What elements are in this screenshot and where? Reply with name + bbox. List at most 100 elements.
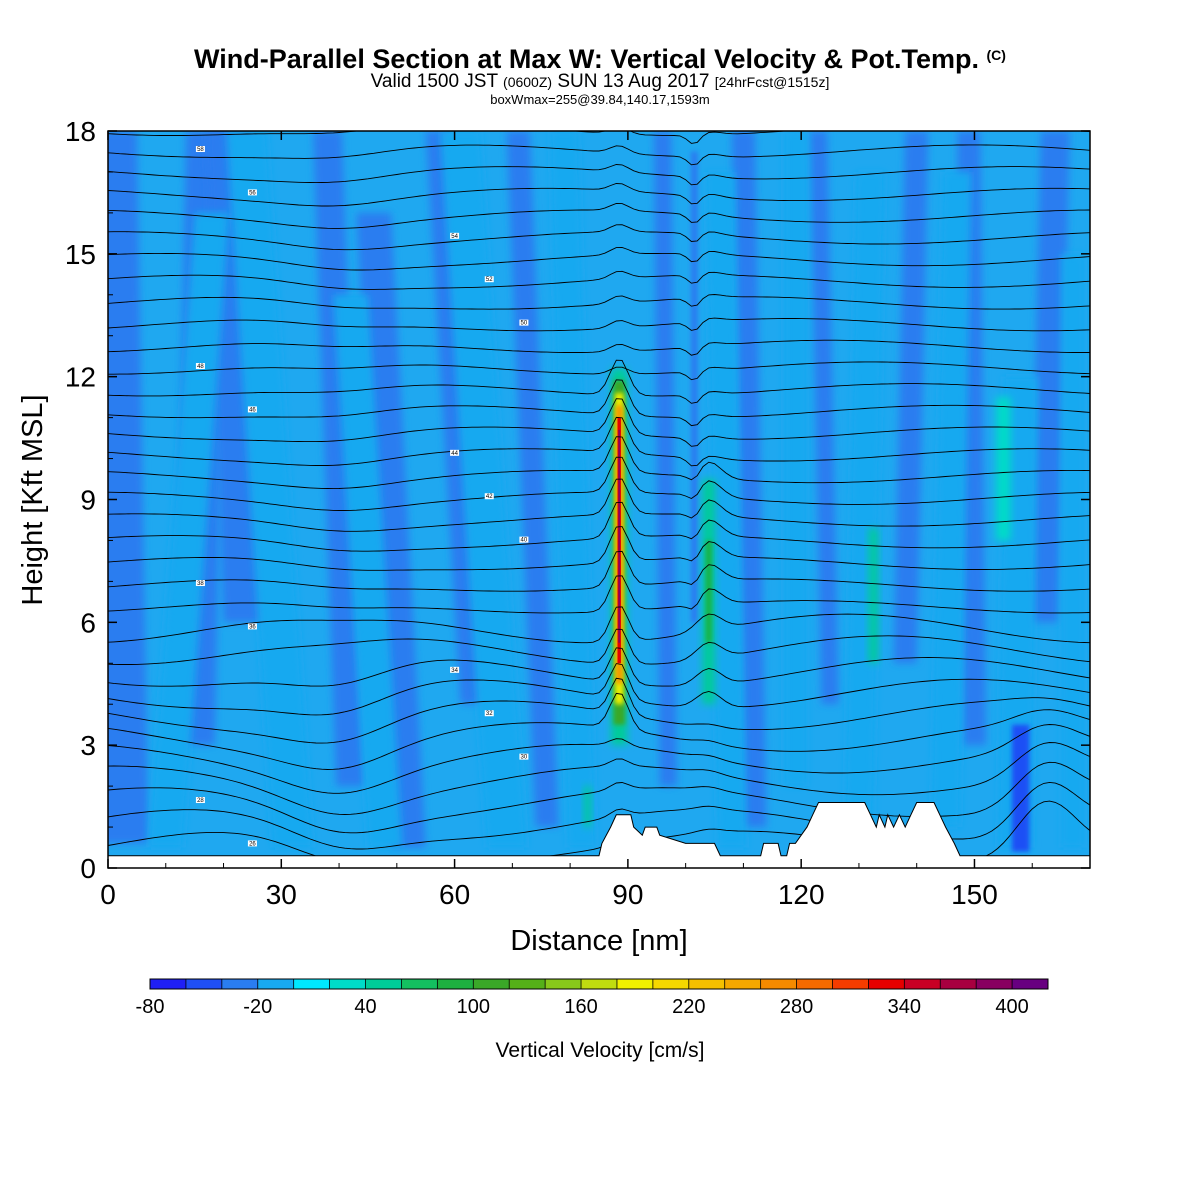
downdraft-band	[653, 131, 677, 787]
terrain-profile	[108, 802, 1090, 868]
terrain	[108, 802, 1090, 868]
isentrope-label: 54	[451, 234, 458, 240]
plot-area: 26 28 30 32 34 36 38 40 42 44 46 48 50 52 54 56 58	[108, 131, 1090, 868]
isentrope-label-bg	[450, 666, 460, 673]
isentrope-line	[108, 379, 1090, 427]
colorbar: -80 -20 40 100 160 220 280 340 400	[136, 978, 1049, 1018]
isentrope-line	[108, 144, 1090, 166]
isentrope-label-bg	[195, 797, 205, 804]
colorbar-swatch	[976, 979, 1013, 989]
isentrope-label-bg	[247, 406, 257, 413]
isentrope-label: 52	[486, 277, 493, 283]
isentrope-line	[108, 742, 1090, 815]
updraft-region	[868, 528, 879, 664]
secondary-updraft-core	[705, 540, 712, 643]
x-axis-label: Distance [nm]	[510, 925, 687, 957]
isentrope-label: 50	[521, 321, 528, 327]
isentrope-line	[108, 724, 1090, 794]
isentrope-line	[108, 677, 1090, 744]
isentrope-label-bg	[484, 276, 494, 283]
isentrope-label: 40	[521, 538, 528, 544]
isentrope-label: 36	[249, 624, 256, 630]
x-tick-label: 0	[100, 879, 116, 910]
colorbar-tick-label: 100	[457, 996, 490, 1018]
isentrope-label-bg	[519, 753, 529, 760]
colorbar-tick-label: -80	[136, 996, 165, 1018]
isentrope-line	[108, 339, 1090, 356]
y-tick-label: 3	[80, 730, 96, 761]
downdraft-column	[690, 151, 698, 623]
colorbar-swatch	[329, 979, 366, 989]
isentrope-label: 46	[249, 407, 256, 413]
colorbar-swatch	[796, 979, 833, 989]
isentrope-line	[108, 606, 1090, 644]
isentrope-line	[108, 436, 1090, 490]
weak-updraft-band	[440, 131, 527, 848]
isentrope-line	[108, 294, 1090, 310]
isentrope-label: 28	[197, 798, 204, 804]
velocity-shading	[108, 131, 1085, 852]
downdraft-band	[506, 131, 559, 828]
isentrope-line	[108, 270, 1090, 290]
colorbar-swatch	[1012, 979, 1049, 989]
colorbar-tick-label: 40	[354, 996, 376, 1018]
isentrope-label-bg	[247, 840, 257, 847]
y-tick-label: 18	[65, 116, 96, 147]
colorbar-swatch	[221, 979, 259, 989]
isentrope-line	[108, 202, 1090, 229]
isentrope-label-bg	[195, 146, 205, 153]
chart-box-info: boxWmax=255@39.84,140.17,1593m	[490, 92, 710, 107]
weak-updraft-band	[226, 131, 314, 848]
colorbar-swatch	[365, 979, 402, 989]
colorbar-tick-label: -20	[243, 996, 272, 1018]
colorbar-swatch	[293, 979, 330, 989]
isentrope-line	[108, 647, 1090, 687]
updraft-region	[583, 786, 591, 828]
isentrope-label: 58	[197, 147, 204, 153]
isentrope-line	[108, 628, 1090, 665]
weak-updraft-band	[1061, 253, 1085, 848]
colorbar-swatch	[437, 979, 474, 989]
isentrope-line	[108, 456, 1090, 511]
colorbar-swatch	[760, 979, 797, 989]
isentrope-label: 48	[197, 364, 204, 370]
colorbar-swatch	[257, 979, 295, 989]
isentrope-label-bg	[519, 319, 529, 326]
isentrope-line	[108, 131, 1090, 144]
colorbar-frame	[149, 978, 1049, 990]
y-tick-label: 0	[80, 853, 96, 884]
y-tick-label: 6	[80, 607, 96, 638]
downdraft-band	[809, 131, 839, 705]
colorbar-swatch	[724, 979, 762, 989]
colorbar-tick-label: 220	[672, 996, 705, 1018]
isentrope-label-bg	[247, 189, 257, 196]
colorbar-tick-label: 340	[888, 996, 921, 1018]
colorbar-tick-label: 400	[995, 996, 1028, 1018]
colorbar-title: Vertical Velocity [cm/s]	[496, 1039, 705, 1062]
isentrope-line	[108, 501, 1090, 552]
isentrope-line	[108, 359, 1090, 404]
isentrope-label-bg	[195, 580, 205, 587]
downdraft-band	[1029, 131, 1070, 623]
colorbar-swatch	[868, 979, 905, 989]
colorbar-swatch	[904, 979, 941, 989]
isentrope-line	[108, 663, 1090, 716]
colorbar-tick-label: 280	[780, 996, 813, 1018]
isentrope-line	[108, 183, 1090, 207]
isentrope-label-bg	[484, 710, 494, 717]
downdraft-band	[108, 131, 149, 844]
colorbar-swatch	[688, 979, 726, 989]
weak-updraft-band	[783, 131, 807, 787]
colorbar-swatch	[832, 979, 869, 989]
downdraft-column	[1012, 724, 1030, 852]
downdraft-band	[313, 131, 366, 787]
x-tick-label: 60	[439, 879, 470, 910]
colorbar-tick-label: 160	[564, 996, 597, 1018]
isentrope-label-bg	[450, 232, 460, 239]
isentrope-line	[108, 246, 1090, 271]
isentrope-label-bg	[519, 536, 529, 543]
y-axis-label: Height [Kft MSL]	[17, 394, 49, 605]
isentrope-label: 30	[521, 755, 528, 761]
